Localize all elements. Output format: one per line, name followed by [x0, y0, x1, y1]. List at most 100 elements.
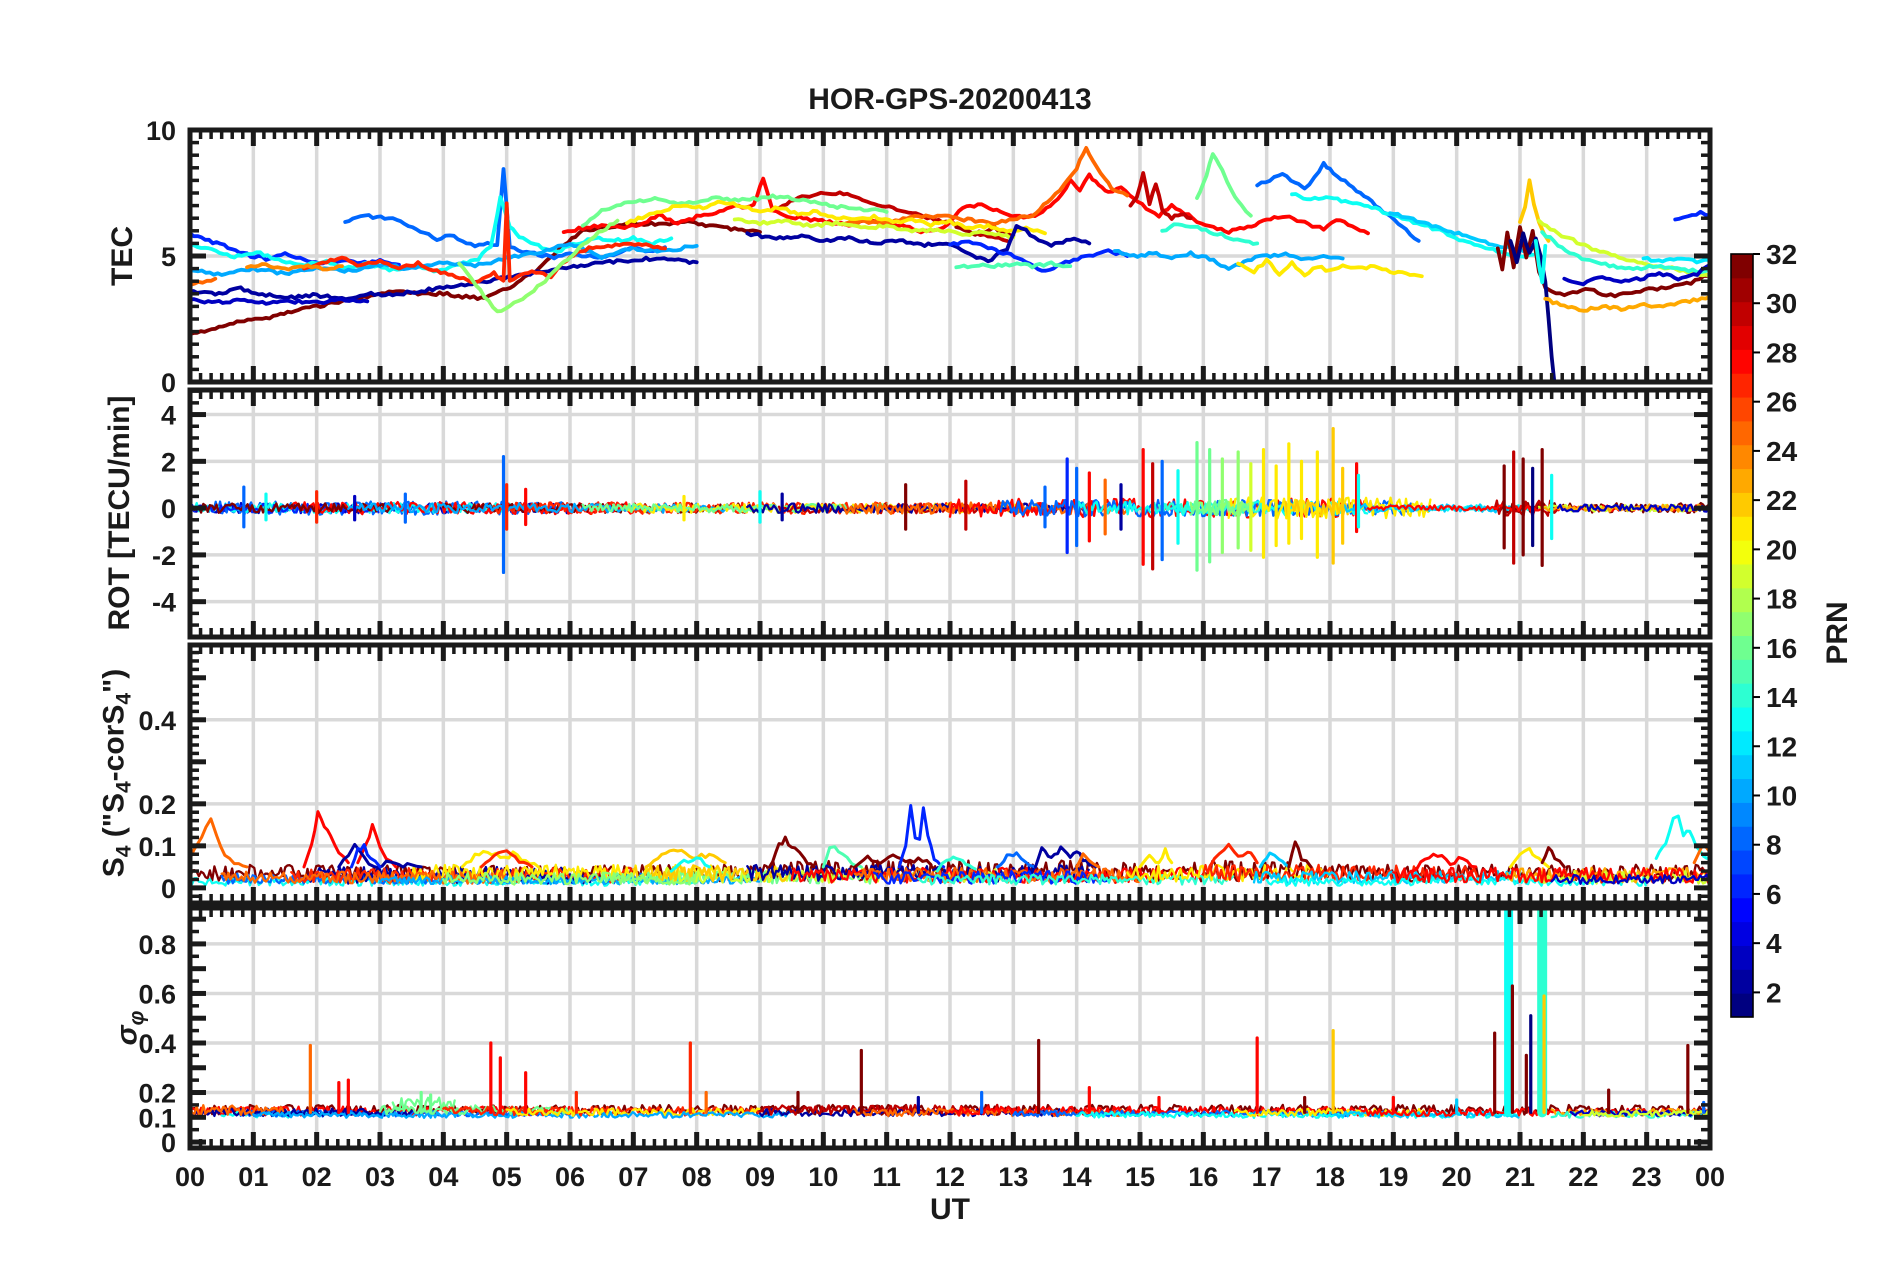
- grid-S4: [190, 645, 1710, 903]
- y-tick-label: 5: [161, 242, 176, 272]
- colorbar-tick-label: 28: [1766, 337, 1797, 368]
- series-prn-30: [1128, 171, 1193, 221]
- series-prn-25: [1075, 852, 1101, 869]
- x-tick-label: 09: [745, 1162, 775, 1192]
- colorbar-block: [1731, 349, 1753, 374]
- x-tick-label: 10: [808, 1162, 838, 1192]
- y-tick-label: 2: [161, 447, 176, 477]
- ylabel-part: 4: [112, 692, 136, 705]
- y-tick-label: 0.1: [138, 1103, 176, 1133]
- x-tick-label: 14: [1062, 1162, 1092, 1192]
- series-prn-15: [954, 260, 1073, 270]
- colorbar-block: [1731, 921, 1753, 946]
- series-prn-6: [190, 231, 401, 267]
- panel-S4: 0 0.1 0.2 0.4: [138, 642, 1713, 906]
- y-tick-label: 0.4: [138, 706, 176, 736]
- colorbar-block: [1731, 754, 1753, 780]
- series-prn-27: [479, 849, 534, 869]
- x-tick-label: 04: [428, 1162, 458, 1192]
- x-tick-label: 06: [555, 1162, 585, 1192]
- series-prn-23: [1543, 294, 1710, 313]
- series-prn-21: [460, 849, 540, 869]
- series-prn-13: [1533, 239, 1548, 285]
- ylabel-part: φ: [125, 1010, 149, 1026]
- series-prn-16: [580, 193, 889, 228]
- data-S4: [190, 804, 1710, 887]
- colorbar-tick-label: 30: [1766, 288, 1797, 319]
- series-prn-2: [190, 255, 699, 302]
- band-prn-23: [1544, 503, 1710, 513]
- x-tick-label: 16: [1188, 1162, 1218, 1192]
- series-prn-24: [245, 262, 344, 272]
- series-prn-6: [948, 239, 1130, 273]
- x-tick-label: 12: [935, 1162, 965, 1192]
- series-prn-32: [768, 835, 816, 869]
- band-prn-17: [442, 871, 698, 886]
- colorbar-block: [1731, 659, 1753, 684]
- series-prn-25: [190, 276, 218, 287]
- colorbar-block: [1731, 897, 1753, 923]
- grid-TEC: [190, 130, 1710, 382]
- x-tick-label: 15: [1125, 1162, 1155, 1192]
- colorbar-block: [1731, 969, 1753, 994]
- colorbar-block: [1731, 254, 1753, 279]
- series-prn-12: [1641, 255, 1710, 265]
- colorbar-block: [1731, 993, 1753, 1018]
- series-prn-28: [1410, 852, 1478, 873]
- colorbar-block: [1731, 826, 1753, 851]
- colorbar-block: [1731, 563, 1753, 589]
- colorbar-tick-label: 24: [1766, 436, 1798, 467]
- series-prn-1: [1508, 231, 1557, 382]
- series-prn-32: [1495, 225, 1710, 299]
- x-tick-label: 22: [1568, 1162, 1598, 1192]
- band-prn-21: [505, 1107, 761, 1118]
- y-axis-label-s4: S4 ("S4-corS4"): [98, 669, 137, 878]
- x-tick-label: 07: [618, 1162, 648, 1192]
- y-tick-label: 10: [146, 116, 176, 146]
- colorbar-tick-label: 14: [1766, 682, 1798, 713]
- colorbar-tick-label: 12: [1766, 731, 1797, 762]
- colorbar-block: [1731, 468, 1753, 493]
- series-prn-14: [1160, 222, 1260, 246]
- colorbar-block: [1731, 397, 1753, 422]
- colorbar-block: [1731, 516, 1753, 541]
- ylabel-part: 4: [112, 781, 136, 794]
- band-prn-16: [581, 502, 888, 514]
- data-ROT: [190, 426, 1710, 575]
- x-tick-label: 03: [365, 1162, 395, 1192]
- series-prn-28: [302, 810, 350, 869]
- band-prn-16: [378, 1104, 570, 1116]
- colorbar-block: [1731, 420, 1753, 446]
- series-prn-25: [190, 817, 249, 869]
- x-tick-label: 19: [1378, 1162, 1408, 1192]
- x-tick-label: 18: [1315, 1162, 1345, 1192]
- colorbar-block: [1731, 802, 1753, 827]
- colorbar-tick-label: 16: [1766, 633, 1797, 664]
- frame-TEC: [187, 127, 1713, 385]
- series-prn-14: [935, 855, 977, 873]
- panel-ROT: -4 -2 0 2 4: [152, 387, 1713, 640]
- x-tick-label: 21: [1505, 1162, 1535, 1192]
- colorbar-tick-label: 32: [1766, 239, 1797, 270]
- colorbar-block: [1731, 945, 1753, 970]
- x-tick-label: 17: [1252, 1162, 1282, 1192]
- x-tick-label: 11: [872, 1162, 901, 1192]
- ylabel-part: ("S: [97, 793, 131, 846]
- y-tick-label: 0.2: [138, 1079, 176, 1109]
- colorbar-tick-label: 26: [1766, 387, 1797, 418]
- y-tick-label: 0: [161, 1128, 176, 1158]
- colorbar-tick-label: 2: [1766, 977, 1782, 1008]
- colorbar-block: [1731, 325, 1753, 350]
- x-axis-label-ut: UT: [930, 1193, 970, 1226]
- colorbar-block: [1731, 778, 1753, 803]
- panel-TEC: 0 5 10: [146, 116, 1713, 398]
- series-prn-8: [996, 851, 1037, 869]
- ylabel-part: σ: [110, 1025, 144, 1046]
- series-prn-3: [190, 297, 370, 306]
- series-prn-10: [190, 242, 699, 277]
- band-prn-25: [853, 1107, 1140, 1118]
- colorbar-block: [1731, 611, 1753, 636]
- y-tick-label: 0.4: [138, 1029, 176, 1059]
- data-TEC: [190, 146, 1710, 382]
- series-prn-21: [1509, 846, 1550, 869]
